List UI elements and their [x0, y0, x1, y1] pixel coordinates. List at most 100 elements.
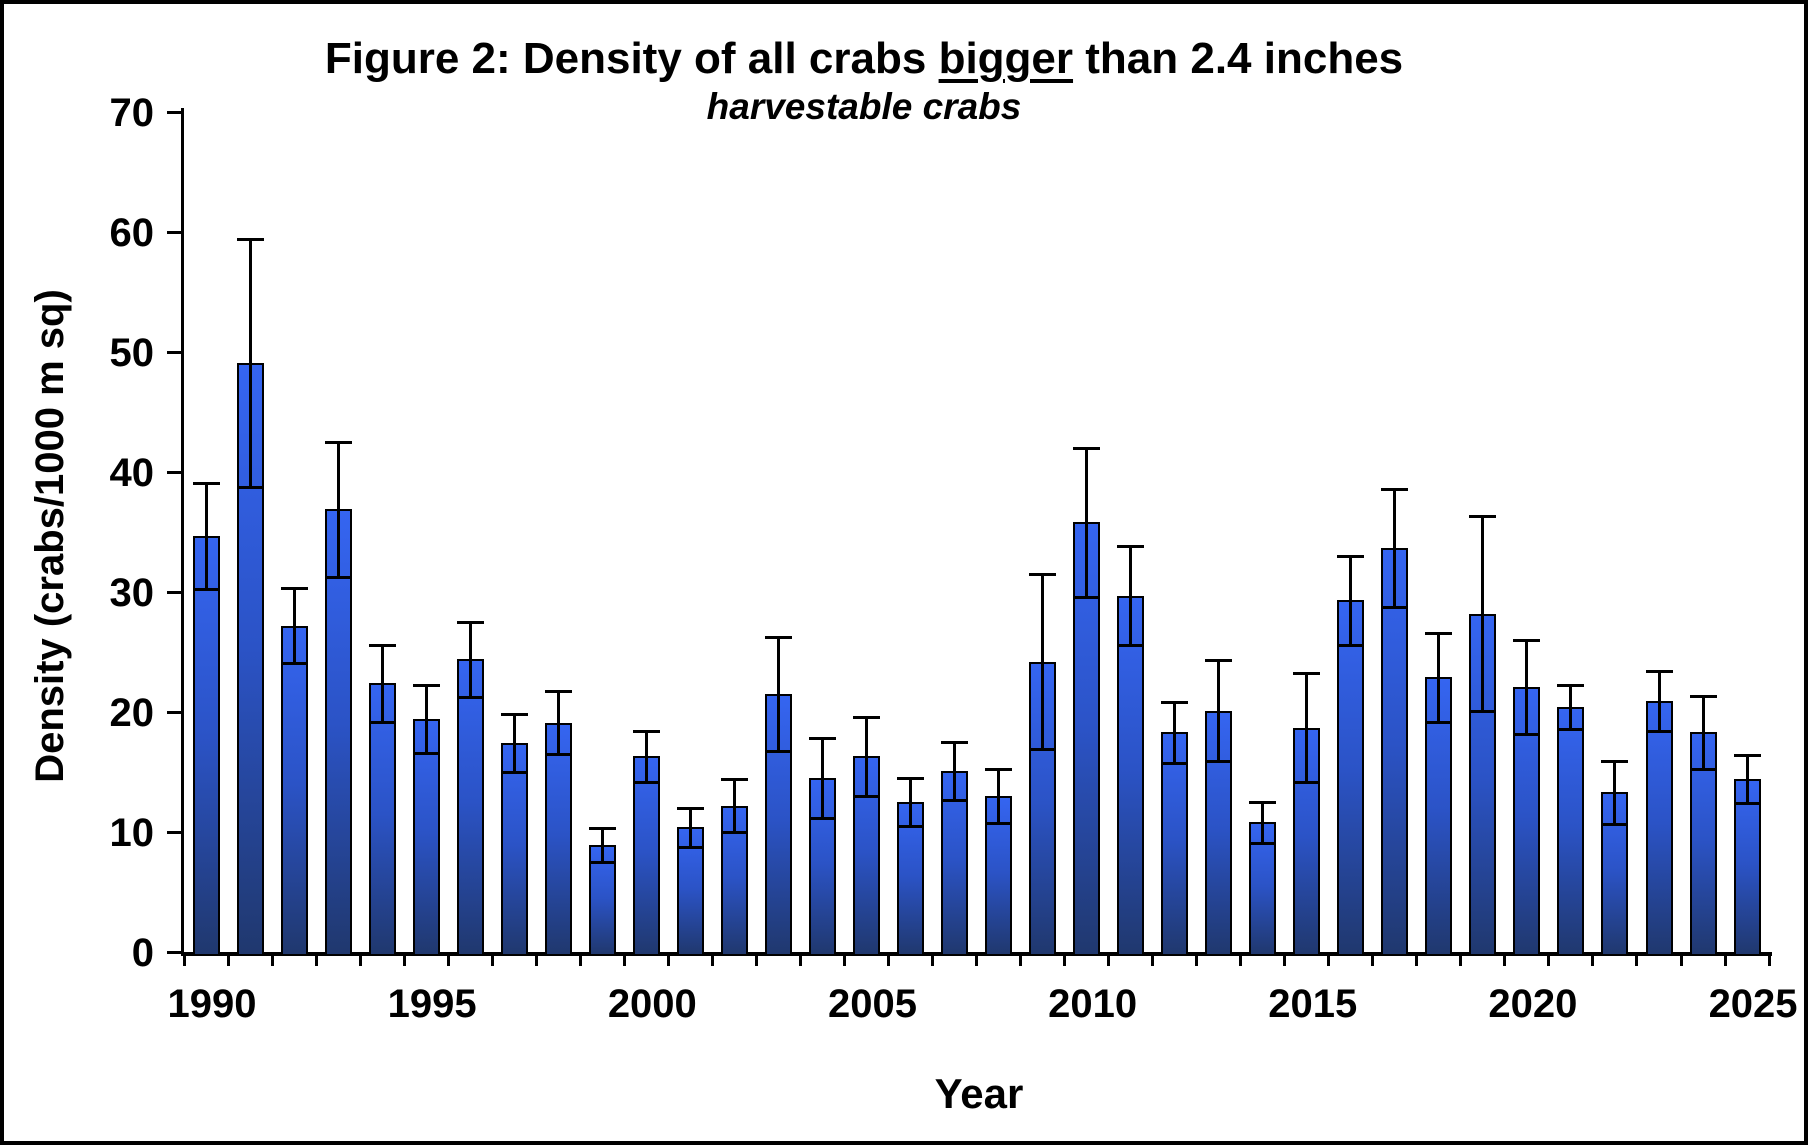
x-tick	[534, 952, 538, 966]
bar-2016	[1337, 600, 1365, 954]
x-tick	[798, 952, 802, 966]
error-cap-lower-1994	[368, 720, 396, 724]
error-cap-lower-2005	[852, 795, 880, 799]
error-cap-upper-2007	[941, 740, 969, 744]
chart-subtitle: harvestable crabs	[706, 86, 1022, 127]
y-tick-label: 0	[131, 931, 154, 975]
y-tick	[167, 471, 182, 474]
error-whisker-2014	[1261, 800, 1265, 844]
x-tick	[1063, 952, 1067, 966]
error-cap-upper-1993	[324, 440, 352, 444]
x-tick	[226, 952, 230, 966]
error-whisker-2002	[732, 778, 736, 834]
error-cap-upper-2014	[1249, 800, 1277, 804]
error-cap-lower-1997	[500, 771, 528, 775]
error-cap-lower-2014	[1249, 842, 1277, 845]
error-whisker-1994	[380, 643, 384, 723]
x-tick	[931, 952, 934, 966]
error-whisker-2016	[1349, 554, 1353, 646]
bar-2012	[1161, 732, 1189, 954]
error-whisker-2020	[1525, 638, 1529, 735]
x-tick-label-2025: 2025	[1708, 982, 1798, 1026]
error-cap-upper-2013	[1205, 659, 1233, 663]
error-cap-upper-2017	[1381, 487, 1409, 491]
error-cap-lower-2001	[676, 845, 704, 849]
y-tick-label: 70	[109, 91, 155, 135]
error-cap-lower-2015	[1293, 780, 1321, 784]
error-whisker-2021	[1569, 684, 1573, 730]
bar-2025	[1733, 779, 1761, 954]
error-cap-upper-2021	[1557, 684, 1585, 688]
y-tick-label: 30	[109, 571, 155, 615]
x-tick	[1635, 952, 1639, 966]
x-tick-label-2020: 2020	[1488, 982, 1578, 1026]
bar-1998	[544, 722, 572, 954]
error-cap-upper-2022	[1601, 760, 1629, 763]
chart-title: Figure 2: Density of all crabs bigger th…	[184, 34, 1544, 84]
x-tick	[402, 952, 406, 966]
bar-1990	[192, 535, 220, 954]
error-whisker-1992	[292, 587, 296, 664]
error-whisker-2008	[997, 768, 1001, 824]
x-tick	[1723, 952, 1727, 966]
error-cap-upper-2024	[1689, 695, 1717, 699]
error-cap-lower-2008	[985, 821, 1013, 825]
y-tick	[167, 231, 182, 234]
error-cap-lower-1998	[544, 753, 572, 757]
error-cap-upper-2002	[720, 778, 748, 781]
error-cap-lower-2011	[1117, 644, 1145, 647]
x-tick	[1107, 952, 1111, 966]
error-cap-lower-2006	[896, 825, 924, 829]
error-cap-lower-1993	[324, 575, 352, 579]
error-cap-lower-1990	[192, 587, 220, 591]
error-whisker-2018	[1437, 631, 1441, 723]
x-tick	[358, 952, 362, 966]
error-cap-lower-2016	[1337, 644, 1365, 647]
y-tick-label: 10	[109, 811, 155, 855]
x-tick	[1151, 952, 1155, 966]
x-tick	[1591, 952, 1595, 966]
error-cap-lower-2023	[1645, 730, 1673, 734]
error-whisker-2015	[1305, 672, 1309, 783]
error-whisker-1997	[512, 713, 516, 774]
x-tick	[578, 952, 582, 966]
chart-title-text: Figure 2: Density of all crabs	[324, 34, 939, 83]
error-whisker-2011	[1129, 545, 1133, 646]
error-whisker-2019	[1481, 515, 1485, 712]
error-cap-lower-2019	[1469, 710, 1497, 713]
x-tick	[1459, 952, 1463, 966]
error-cap-upper-1997	[500, 713, 528, 717]
error-whisker-1999	[600, 827, 604, 864]
error-cap-upper-1994	[368, 643, 396, 647]
bar-2011	[1117, 595, 1145, 954]
x-tick	[490, 952, 494, 966]
y-tick-label: 20	[109, 691, 155, 735]
y-tick	[167, 951, 182, 954]
x-tick	[666, 952, 670, 966]
error-cap-lower-2013	[1205, 760, 1233, 764]
error-cap-lower-2020	[1513, 732, 1541, 736]
error-cap-upper-1995	[412, 684, 440, 688]
x-tick	[975, 952, 979, 966]
x-tick	[754, 952, 758, 966]
error-cap-lower-1999	[588, 861, 616, 865]
x-tick	[1767, 952, 1771, 966]
error-cap-upper-2019	[1469, 515, 1497, 519]
chart-title-text-suffix: than 2.4 inches	[1073, 34, 1404, 83]
error-cap-upper-1990	[192, 481, 220, 485]
error-cap-upper-2009	[1029, 572, 1057, 576]
error-cap-lower-2010	[1073, 596, 1101, 599]
bar-1997	[500, 743, 528, 954]
error-cap-upper-2005	[852, 715, 880, 719]
error-whisker-2004	[820, 737, 824, 819]
error-cap-lower-2003	[764, 749, 792, 753]
error-cap-upper-1992	[280, 587, 308, 591]
error-cap-upper-1999	[588, 827, 616, 831]
error-cap-upper-2025	[1733, 754, 1761, 757]
error-cap-upper-2018	[1425, 631, 1453, 635]
bar-1992	[280, 625, 308, 954]
x-tick	[886, 952, 890, 966]
error-cap-lower-2021	[1557, 728, 1585, 731]
error-cap-upper-2015	[1293, 672, 1321, 676]
